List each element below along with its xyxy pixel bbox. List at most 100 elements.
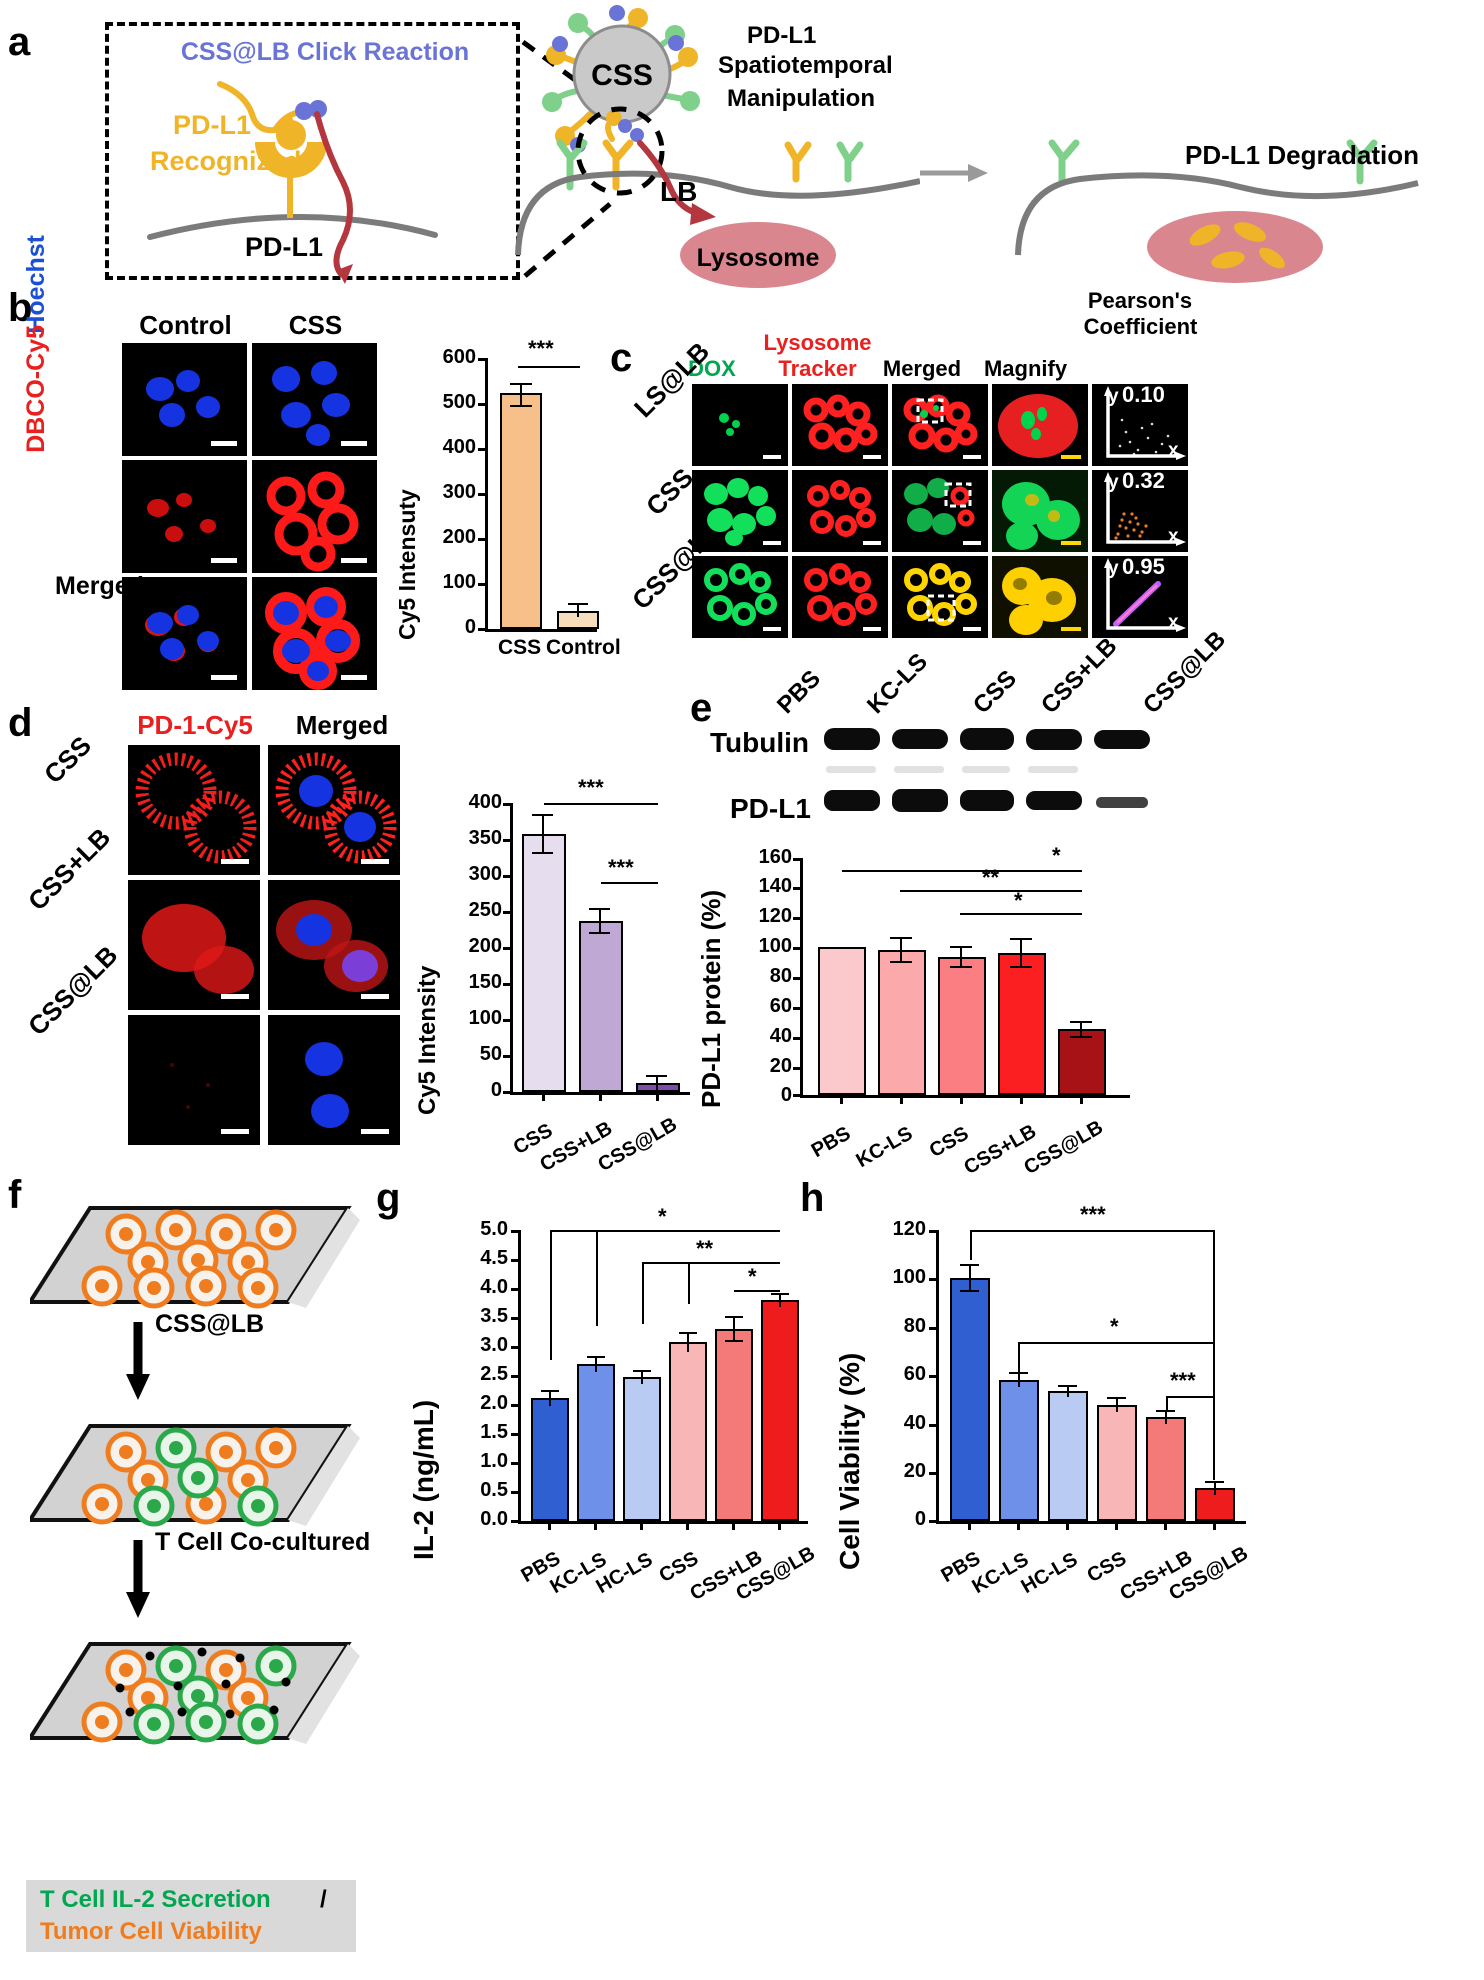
panel-f-legend-green: T Cell IL-2 Secretion bbox=[40, 1886, 271, 1913]
panel-c-col-header-lysosome-line1: Lysosome bbox=[763, 330, 872, 355]
panel-d-bar-css bbox=[522, 834, 566, 1092]
panel-c-col-header-merged: Merged bbox=[882, 356, 962, 381]
panel-g-ytick-20: 2.0 bbox=[480, 1392, 508, 1414]
panel-e-sig-line-3 bbox=[842, 870, 1082, 872]
panel-e-ytick-40: 40 bbox=[769, 1025, 792, 1047]
panel-c-row-label-css: CSS bbox=[640, 462, 700, 522]
panel-h-ytick-100: 100 bbox=[892, 1266, 926, 1288]
panel-h-ytick-120: 120 bbox=[892, 1218, 926, 1240]
panel-a-transition-arrow bbox=[920, 164, 988, 182]
panel-b-col-header-css: CSS bbox=[288, 310, 343, 340]
panel-f-arrow-label-csslb: CSS@LB bbox=[155, 1310, 265, 1338]
panel-h-sig-line-2 bbox=[1018, 1342, 1214, 1344]
panel-e-ytick-20: 20 bbox=[769, 1055, 792, 1077]
panel-a-connector-dashes bbox=[521, 39, 617, 278]
panel-a-lb-label: LB bbox=[660, 176, 698, 207]
panel-g-sig-star-1: * bbox=[658, 1204, 667, 1229]
panel-b-ytick-500: 500 bbox=[442, 391, 476, 413]
panel-c-pearson-value-csslb: 0.95 bbox=[1122, 554, 1165, 579]
panel-a-pdl1-recognized-line1: PD-L1 bbox=[173, 110, 252, 140]
micrograph-c-css-dox bbox=[692, 470, 788, 552]
panel-g-sig-line-2 bbox=[642, 1262, 780, 1264]
panel-b-bar-css bbox=[500, 393, 542, 629]
panel-f-legend-orange: Tumor Cell Viability bbox=[40, 1918, 262, 1945]
micrograph-c-lslb-dox bbox=[692, 384, 788, 466]
micrograph-d-csslb-plus-cy5 bbox=[128, 880, 260, 1010]
panel-h-ytick-0: 0 bbox=[914, 1508, 926, 1530]
panel-h-chart: Cell Viability (%) 120 100 80 60 40 20 0… bbox=[830, 1202, 1270, 1630]
panel-e-bar-csslb-at bbox=[1058, 1029, 1106, 1095]
panel-h-bar-css bbox=[1097, 1405, 1137, 1521]
panel-d-ytick-400: 400 bbox=[468, 791, 502, 813]
panel-d-row-label-csslb-at: CSS@LB bbox=[22, 939, 124, 1042]
panel-g-bar-csslb-plus bbox=[715, 1329, 753, 1521]
panel-c-col-header-lysosome-line2: Tracker bbox=[778, 356, 857, 381]
panel-d-sig-star-2: *** bbox=[608, 855, 634, 880]
panel-g-sig-line-3 bbox=[734, 1290, 780, 1292]
panel-e-ytick-160: 160 bbox=[758, 846, 792, 868]
panel-e-western-blot-image bbox=[818, 718, 1158, 828]
panel-g-ytick-45: 4.5 bbox=[480, 1247, 508, 1269]
panel-h-sig-star-1: *** bbox=[1080, 1202, 1106, 1227]
panel-b-ytick-400: 400 bbox=[442, 436, 476, 458]
panel-f-schematic bbox=[30, 1206, 360, 1745]
panel-d-bar-csslb-at bbox=[636, 1083, 680, 1092]
panel-e-ytick-0: 0 bbox=[780, 1084, 792, 1106]
panel-c-pearson-y-css: y bbox=[1108, 472, 1119, 493]
panel-c-pearson-x-lslb: x bbox=[1168, 440, 1179, 461]
panel-e-ytick-100: 100 bbox=[758, 935, 792, 957]
panel-c-pearson-value-lslb: 0.10 bbox=[1122, 382, 1165, 407]
panel-b-row-label-dbco-cy5: DBCO-Cy5 bbox=[22, 325, 50, 453]
panel-g-sig-line-1 bbox=[550, 1230, 780, 1232]
panel-g-ytick-05: 0.5 bbox=[480, 1479, 508, 1501]
panel-g-sig-star-3: * bbox=[748, 1264, 757, 1289]
panel-d-ytick-100: 100 bbox=[468, 1007, 502, 1029]
panel-e-y-axis-label: PD-L1 protein (%) bbox=[696, 889, 726, 1108]
panel-g-chart: IL-2 (ng/mL) 5.0 4.5 4.0 3.5 3.0 2.5 2.0… bbox=[400, 1204, 820, 1630]
panel-a-spatiotemporal-line3: Manipulation bbox=[727, 85, 875, 112]
panel-g-ytick-35: 3.5 bbox=[480, 1305, 508, 1327]
scatter-c-css-pearson bbox=[1092, 470, 1188, 552]
micrograph-c-lslb-merged bbox=[892, 384, 988, 466]
scatter-c-lslb-pearson bbox=[1092, 384, 1188, 466]
panel-e-ytick-140: 140 bbox=[758, 875, 792, 897]
panel-g-bar-hcls bbox=[623, 1377, 661, 1521]
panel-e-sig-line-1 bbox=[960, 913, 1082, 915]
panel-h-bar-hcls bbox=[1048, 1391, 1088, 1521]
scatter-c-csslb-pearson bbox=[1092, 556, 1188, 638]
panel-c-pearson-x-csslb: x bbox=[1168, 612, 1179, 633]
panel-g-bar-pbs bbox=[531, 1398, 569, 1521]
micrograph-b-control-hoechst bbox=[122, 343, 247, 456]
micrograph-b-css-merged bbox=[252, 577, 377, 690]
panel-e-lane-label-csslb-at: CSS@LB bbox=[1138, 625, 1232, 720]
micrograph-c-lslb-lyso bbox=[792, 384, 888, 466]
panel-b-ytick-600: 600 bbox=[442, 346, 476, 368]
panel-g-ytick-30: 3.0 bbox=[480, 1334, 508, 1356]
micrograph-c-css-merged bbox=[892, 470, 988, 552]
panel-d-sig-star-1: *** bbox=[578, 775, 604, 800]
panel-d-ytick-150: 150 bbox=[468, 971, 502, 993]
micrograph-c-css-lyso bbox=[792, 470, 888, 552]
panel-e-sig-star-2: ** bbox=[982, 865, 1000, 890]
panel-a-inset-box bbox=[105, 22, 520, 280]
panel-letter-b: b bbox=[8, 286, 33, 330]
panel-letter-e: e bbox=[690, 686, 713, 730]
panel-g-ytick-00: 0.0 bbox=[480, 1508, 508, 1530]
micrograph-c-css-magnify bbox=[992, 470, 1088, 552]
panel-e-lane-label-pbs: PBS bbox=[772, 665, 826, 720]
micrograph-c-csslb-lyso bbox=[792, 556, 888, 638]
panel-g-ytick-10: 1.0 bbox=[480, 1450, 508, 1472]
panel-g-bar-csslb-at bbox=[761, 1300, 799, 1521]
panel-a-spatiotemporal-line2: Spatiotemporal bbox=[718, 52, 893, 79]
panel-letter-a: a bbox=[8, 20, 31, 64]
panel-c-col-header-pearson-line2: Coefficient bbox=[1083, 314, 1198, 339]
panel-c-pearson-y-lslb: y bbox=[1108, 386, 1119, 407]
micrograph-c-csslb-dox bbox=[692, 556, 788, 638]
micrograph-d-csslb-at-cy5 bbox=[128, 1015, 260, 1145]
panel-e-blot-row-pdl1: PD-L1 bbox=[730, 793, 811, 824]
micrograph-d-csslb-at-merged bbox=[268, 1015, 400, 1145]
panel-g-ytick-25: 2.5 bbox=[480, 1363, 508, 1385]
panel-g-sig-star-2: ** bbox=[696, 1236, 714, 1261]
micrograph-d-css-cy5 bbox=[128, 745, 260, 875]
panel-d-ytick-50: 50 bbox=[479, 1043, 502, 1065]
